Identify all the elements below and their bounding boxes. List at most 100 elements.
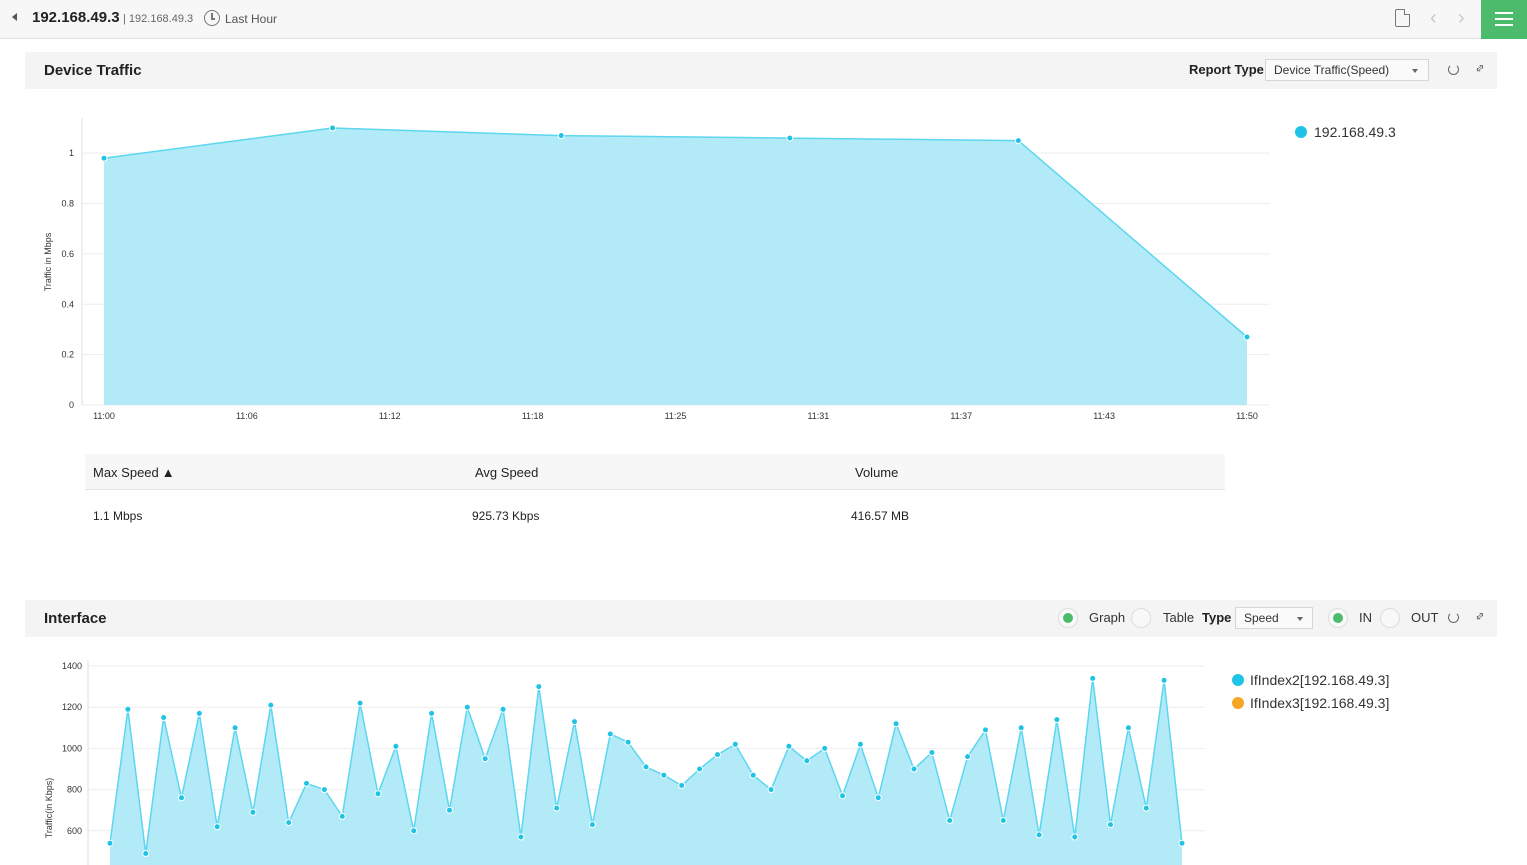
- data-point: [749, 771, 757, 779]
- legend-item[interactable]: IfIndex2[192.168.49.3]: [1250, 672, 1390, 688]
- y-tick-label: 0.2: [61, 350, 74, 360]
- data-point: [1089, 674, 1097, 682]
- data-point: [320, 786, 328, 794]
- interface-title: Interface: [44, 610, 107, 627]
- report-type-label: Report Type: [1189, 62, 1264, 77]
- refresh-icon[interactable]: [1448, 64, 1459, 75]
- data-point: [499, 705, 507, 713]
- y-axis-label: Traffic(in Kbps): [44, 778, 54, 839]
- table-radio[interactable]: [1131, 608, 1151, 628]
- data-point: [999, 817, 1007, 824]
- summary-header-volume[interactable]: Volume: [855, 465, 899, 480]
- x-tick-label: 11:43: [1093, 411, 1115, 421]
- y-tick-label: 0: [69, 400, 74, 410]
- legend-dot: [1232, 674, 1244, 686]
- report-type-value: Device Traffic(Speed): [1274, 63, 1390, 77]
- legend-dot: [1295, 126, 1307, 138]
- device-subtitle: | 192.168.49.3: [123, 13, 194, 25]
- data-point: [696, 765, 704, 773]
- data-point: [660, 771, 668, 779]
- in-radio-label[interactable]: IN: [1359, 610, 1372, 625]
- data-point: [231, 724, 239, 732]
- data-point: [588, 821, 596, 829]
- summary-header-label: Max Speed: [93, 465, 159, 480]
- summary-header-avg-speed[interactable]: Avg Speed: [475, 465, 539, 480]
- avg-speed-value: 925.73 Kbps: [472, 509, 540, 523]
- report-type-select[interactable]: Device Traffic(Speed): [1265, 59, 1429, 81]
- series-points: [100, 124, 1251, 341]
- x-tick-label: 11:00: [93, 411, 115, 421]
- y-tick-label: 1: [69, 148, 74, 158]
- chevron-right-icon[interactable]: ›: [1458, 7, 1465, 29]
- data-point: [928, 749, 936, 756]
- graph-radio[interactable]: [1058, 608, 1078, 628]
- data-point: [1035, 831, 1043, 839]
- x-tick-label: 11:12: [379, 411, 401, 421]
- type-select[interactable]: Speed: [1235, 607, 1313, 629]
- data-point: [517, 833, 525, 841]
- out-radio-label[interactable]: OUT: [1411, 610, 1439, 625]
- pdf-export-icon[interactable]: [1395, 9, 1410, 27]
- data-point: [678, 782, 686, 789]
- time-range-selector[interactable]: Last Hour: [225, 12, 278, 26]
- legend-item[interactable]: 192.168.49.3: [1314, 124, 1396, 140]
- data-point: [195, 709, 203, 717]
- out-radio[interactable]: [1380, 608, 1400, 628]
- data-point: [428, 709, 436, 717]
- chevron-left-icon[interactable]: ‹: [1430, 7, 1437, 29]
- series-line: [103, 127, 1248, 338]
- data-point: [786, 134, 794, 142]
- data-point: [1071, 833, 1079, 841]
- series-area: [104, 128, 1247, 405]
- data-point: [571, 718, 578, 726]
- data-point: [160, 714, 168, 721]
- data-point: [124, 705, 132, 713]
- clock-icon: [204, 10, 220, 26]
- data-point: [178, 794, 185, 802]
- data-point: [553, 804, 561, 812]
- data-point: [821, 744, 829, 752]
- x-tick-label: 11:18: [522, 411, 544, 421]
- device-traffic-header: Device Traffic Report Type Device Traffi…: [25, 52, 1497, 89]
- type-value: Speed: [1244, 611, 1279, 625]
- data-point: [392, 742, 400, 750]
- in-radio[interactable]: [1328, 608, 1348, 628]
- x-tick-label: 11:31: [807, 411, 829, 421]
- data-point: [338, 812, 346, 820]
- data-point: [767, 786, 775, 794]
- summary-header-row: Max Speed ▲ Avg Speed Volume: [85, 454, 1225, 490]
- x-axis-ticks: 11:00 11:06 11:12 11:18 11:25 11:31 11:37 11:43…: [93, 411, 1258, 421]
- table-radio-label[interactable]: Table: [1163, 610, 1195, 625]
- data-point: [557, 132, 565, 140]
- y-axis-ticks: 600 800 1000 1200 1400: [62, 661, 82, 836]
- data-point: [303, 779, 310, 787]
- hamburger-line: [1495, 18, 1513, 20]
- device-title: 192.168.49.3: [32, 9, 120, 26]
- hamburger-menu-button[interactable]: [1481, 0, 1527, 39]
- data-point: [410, 827, 418, 835]
- data-point: [142, 850, 150, 857]
- data-point: [910, 765, 918, 773]
- data-point: [100, 154, 108, 162]
- type-label: Type: [1202, 610, 1232, 625]
- data-point: [463, 703, 471, 711]
- data-point: [1014, 137, 1022, 145]
- back-arrow-icon[interactable]: [12, 13, 17, 21]
- data-point: [714, 751, 721, 759]
- x-tick-label: 11:06: [236, 411, 258, 421]
- device-traffic-title: Device Traffic: [44, 62, 142, 79]
- summary-header-max-speed[interactable]: Max Speed ▲: [93, 465, 175, 480]
- data-point: [946, 817, 954, 824]
- sort-arrow-icon: ▲: [161, 465, 175, 480]
- volume-value: 416.57 MB: [851, 509, 910, 523]
- refresh-icon[interactable]: [1448, 612, 1459, 623]
- data-point: [249, 808, 257, 816]
- data-point: [374, 790, 382, 798]
- data-point: [1178, 839, 1186, 847]
- graph-radio-label[interactable]: Graph: [1089, 610, 1126, 625]
- series-points: [106, 674, 1186, 857]
- data-point: [731, 740, 739, 748]
- legend-item[interactable]: IfIndex3[192.168.49.3]: [1250, 695, 1390, 711]
- legend-dot: [1232, 697, 1244, 709]
- hamburger-line: [1495, 24, 1513, 26]
